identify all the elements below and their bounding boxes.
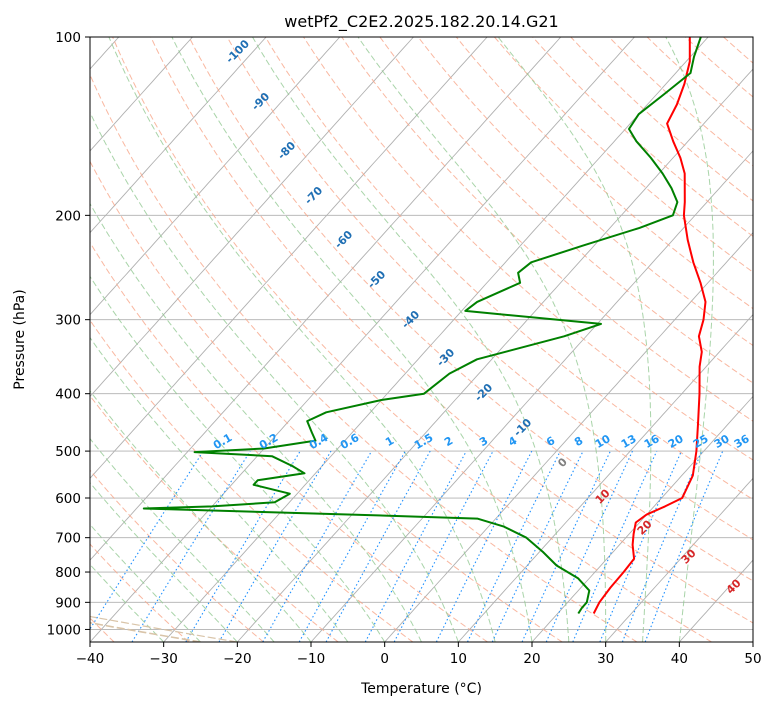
isotherm-line [605,477,753,642]
y-tick-label: 700 [55,531,81,547]
dry-adiabat-line [303,37,753,461]
isotherm-line [90,37,193,152]
mixing-ratio-line [90,450,204,631]
moist-adiabat-line [90,202,422,642]
isotherm-line [90,37,341,316]
dry-adiabat-line [570,37,753,202]
temperature-profile [592,37,707,614]
moist-adiabat-line [252,37,570,642]
mixing-ratio-line [325,450,431,642]
moist-adiabat-line [90,111,459,642]
x-tick-label: 50 [744,651,761,667]
moist-adiabat-line [357,37,607,642]
y-tick-label: 1000 [47,622,81,638]
moist-adiabat-line [497,37,652,642]
axes: −40 −30 −20 −10 0 10 20 30 40 50 100 200 300 400 500 60… [47,30,762,667]
y-tick-label: 500 [55,444,81,460]
isotherm-line [90,37,414,398]
y-tick-label: 800 [55,565,81,581]
isotherm-line [310,150,753,642]
isotherm-line [236,68,753,642]
x-tick-label: −10 [297,651,326,667]
dry-adiabat-line [417,37,753,347]
dry-adiabat-line [455,37,753,310]
y-tick-label: 300 [55,313,81,329]
mixing-ratio-line [599,450,682,642]
moist-adiabat-line [108,37,496,642]
dry-adiabat-line [494,37,753,273]
isotherm-line [384,232,753,642]
isotherm-line [457,313,753,642]
x-tick-label: 20 [523,651,540,667]
y-tick-label: 900 [55,595,81,611]
mixing-ratio-line [621,450,703,642]
moist-adiabat-line [90,563,165,642]
moist-adiabat-line [90,523,201,642]
chart-title: wetPf2_C2E2.2025.182.20.14.G21 [284,12,558,32]
y-tick-label: 600 [55,491,81,507]
mixing-ratio-line [521,450,611,642]
dry-adiabat-line [341,37,753,422]
dry-adiabat-line [112,37,712,642]
dry-adiabat-line [608,37,753,167]
dry-adiabat-line [226,37,753,541]
x-tick-label: −40 [76,651,105,667]
plot-frame [89,36,754,643]
dry-adiabat-line [90,160,563,642]
dry-adiabat-line [532,37,753,237]
isotherm-line [163,37,709,642]
x-tick-label: 0 [380,651,389,667]
isotherm-line [90,37,488,480]
dry-adiabat-line [90,319,414,642]
mixing-ratio-line [131,450,251,642]
mixing-ratio-line [298,450,406,642]
moist-adiabat-line [171,37,533,642]
isotherm-line [90,37,267,234]
dewpoint-profile [142,37,702,615]
dry-adiabat-line [150,37,753,624]
dry-adiabat-line [264,37,753,501]
x-tick-label: 40 [671,651,688,667]
x-axis-label: Temperature (°C) [360,681,482,697]
isotherm-line [90,37,562,561]
moist-adiabat-line [90,390,312,642]
mixing-ratio-line [185,450,301,642]
y-axis-label: Pressure (hPa) [12,289,28,389]
mixing-ratio-line [467,450,561,642]
mixing-ratio-line [262,450,373,642]
y-tick-label: 100 [55,30,81,46]
dry-adiabat-line [90,241,488,642]
y-tick-label: 400 [55,387,81,403]
plot-area [90,37,753,642]
mixing-ratio-line [218,450,332,642]
x-tick-label: −30 [149,651,178,667]
dry-adiabat-line [379,37,753,384]
dry-adiabat-line [188,37,753,582]
plot-background [90,37,753,642]
moist-adiabat-line [90,437,275,642]
y-tick-label: 200 [55,208,81,224]
x-tick-label: 10 [450,651,467,667]
x-tick-label: −20 [223,651,252,667]
mixing-ratio-line [545,450,633,642]
moist-adiabat-line [665,37,714,642]
isotherm-line [531,395,753,642]
dry-adiabat-line [90,469,264,642]
x-tick-label: 30 [597,651,614,667]
moist-adiabat-line [90,481,238,642]
dry-adiabat-line [90,73,638,642]
isotherm-line [90,37,635,642]
